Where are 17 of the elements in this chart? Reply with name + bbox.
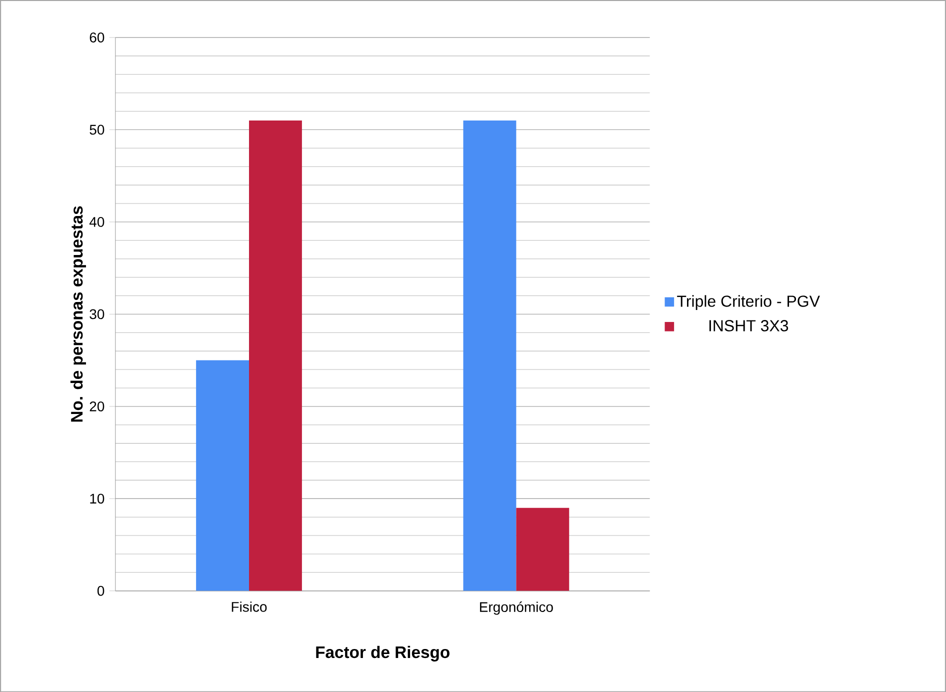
y-tick-label: 10 [90,494,104,504]
bar [249,120,302,591]
legend-label: Triple Criterio - PGV [677,295,820,310]
y-tick-label: 20 [90,401,104,412]
legend-label: INSHT 3X3 [709,320,788,332]
bar [463,120,516,591]
bar [196,360,250,591]
y-tick-label: 60 [90,32,104,42]
y-tick-label: 40 [89,216,104,227]
x-axis-title: Factor de Riesgo [316,646,450,662]
x-tick-label: Ergonómico [480,601,553,615]
y-tick-label: 50 [90,124,104,135]
y-axis-title: No. de personas expuestas [70,206,86,422]
x-tick-label: Fisico [232,601,267,612]
y-tick-label: 0 [97,586,104,596]
y-tick-label: 30 [90,309,104,319]
bar [516,508,570,591]
